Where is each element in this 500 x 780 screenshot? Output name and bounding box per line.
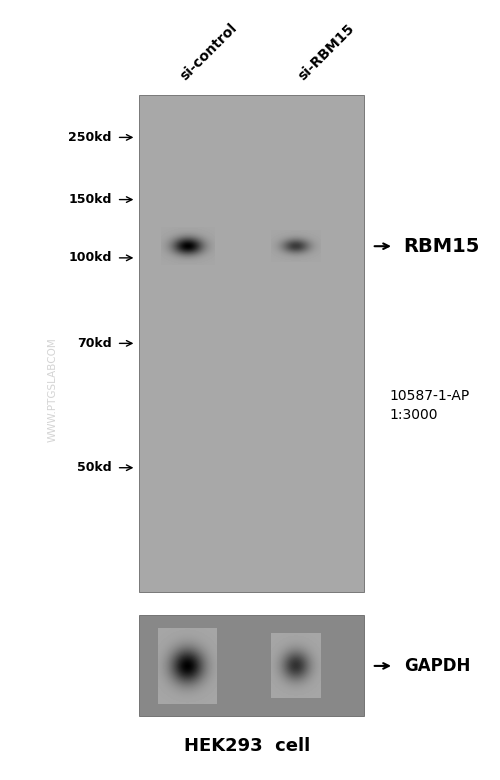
Text: 50kd: 50kd	[77, 461, 112, 474]
Text: GAPDH: GAPDH	[404, 657, 470, 675]
Text: 100kd: 100kd	[68, 251, 112, 264]
Text: si-control: si-control	[178, 21, 240, 83]
Text: 10587-1-AP
1:3000: 10587-1-AP 1:3000	[389, 388, 469, 422]
Bar	[139, 615, 364, 717]
Text: si-RBM15: si-RBM15	[296, 21, 358, 83]
Text: WWW.PTGSLABCOM: WWW.PTGSLABCOM	[48, 338, 58, 442]
Text: 150kd: 150kd	[68, 193, 112, 206]
Bar	[139, 94, 364, 592]
Text: 70kd: 70kd	[77, 337, 112, 350]
Text: 250kd: 250kd	[68, 131, 112, 144]
Text: RBM15: RBM15	[404, 236, 480, 256]
Text: HEK293  cell: HEK293 cell	[184, 737, 310, 755]
